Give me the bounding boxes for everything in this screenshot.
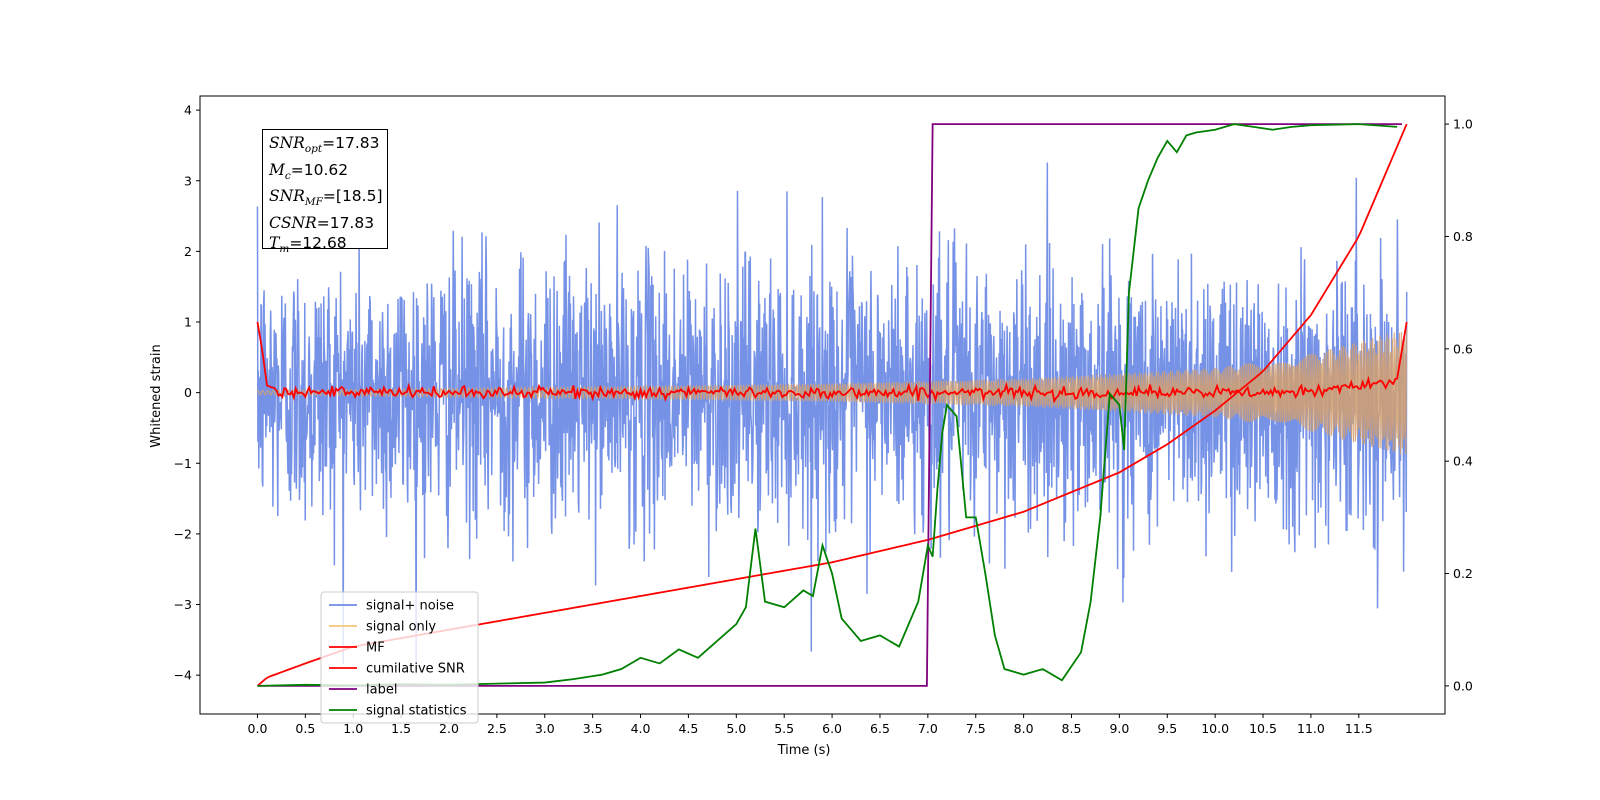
series-signal-only	[257, 329, 1408, 455]
x-tick-label: 1.0	[343, 721, 363, 736]
snr-opt-line: SNRopt=17.83	[269, 134, 380, 156]
y-left-tick-label: 4	[184, 103, 192, 118]
x-tick-label: 6.5	[870, 721, 890, 736]
x-tick-label: 3.5	[583, 721, 603, 736]
tm-line: Tm=12.68	[269, 234, 347, 256]
legend-label: signal only	[366, 620, 436, 635]
x-tick-label: 5.0	[726, 721, 746, 736]
x-tick-label: 0.0	[248, 721, 268, 736]
y-right-tick-label: 1.0	[1453, 117, 1473, 132]
plot-frame	[199, 95, 1446, 715]
x-tick-label: 4.0	[631, 721, 651, 736]
x-tick-label: 7.0	[918, 721, 938, 736]
y-left-tick-label: 2	[184, 244, 192, 259]
y-left-tick-label: 1	[184, 315, 192, 330]
x-axis-label: Time (s)	[777, 743, 831, 758]
y-left-tick-label: −1	[174, 456, 192, 471]
y-right-tick-label: 0.2	[1453, 566, 1473, 581]
y-left-tick-label: −2	[174, 526, 192, 541]
x-tick-label: 9.0	[1109, 721, 1129, 736]
x-tick-label: 0.5	[295, 721, 315, 736]
mc-line: Mc=10.62	[269, 160, 349, 182]
x-tick-label: 10.5	[1249, 721, 1277, 736]
y-left-tick-label: 3	[184, 173, 192, 188]
x-tick-label: 4.5	[678, 721, 698, 736]
y-left-tick-label: −4	[174, 668, 192, 683]
x-tick-label: 8.5	[1062, 721, 1082, 736]
legend-label: MF	[366, 641, 385, 656]
y-right-tick-label: 0.6	[1453, 341, 1473, 356]
legend-label: signal+ noise	[366, 599, 454, 614]
legend-label: signal statistics	[366, 704, 467, 719]
x-tick-label: 10.0	[1201, 721, 1229, 736]
y-right-tick-label: 0.8	[1453, 229, 1473, 244]
snr-mf-line: SNRMF=[18.5]	[269, 187, 383, 209]
y-left-tick-label: −3	[174, 597, 192, 612]
x-tick-label: 1.5	[391, 721, 411, 736]
x-tick-label: 3.0	[535, 721, 555, 736]
x-tick-label: 5.5	[774, 721, 794, 736]
legend-label: cumilative SNR	[366, 662, 465, 677]
legend-frame	[320, 591, 479, 724]
csnr-line: CSNR=17.83	[269, 213, 375, 232]
x-tick-label: 6.0	[822, 721, 842, 736]
x-tick-label: 11.0	[1297, 721, 1325, 736]
legend: signal+ noise signal only MF cumilative SNR…	[320, 591, 479, 724]
legend-label: label	[366, 683, 397, 698]
series-signal-noise	[256, 162, 1408, 675]
x-tick-label: 11.5	[1345, 721, 1373, 736]
y-axis-label: Whitened strain	[149, 344, 164, 447]
y-right-tick-label: 0.4	[1453, 454, 1473, 469]
x-tick-label: 2.5	[487, 721, 507, 736]
axes: 0.0 0.5 1.0 1.5 2.0 2.5 3.0 3.5 4.0 4.5 5.0 5.5 6.0 6…	[174, 95, 1473, 736]
series-label	[257, 123, 1402, 687]
x-tick-label: 8.0	[1014, 721, 1034, 736]
x-tick-label: 7.5	[966, 721, 986, 736]
x-tick-label: 2.0	[439, 721, 459, 736]
y-left-tick-label: 0	[184, 385, 192, 400]
x-tick-label: 9.5	[1157, 721, 1177, 736]
series-mf	[256, 321, 1408, 404]
y-right-tick-label: 0.0	[1453, 678, 1473, 693]
series-signal-statistics	[257, 123, 1398, 687]
stats-annotation-box: SNRopt=17.83 Mc=10.62 SNRMF=[18.5] CSNR=…	[262, 129, 388, 255]
